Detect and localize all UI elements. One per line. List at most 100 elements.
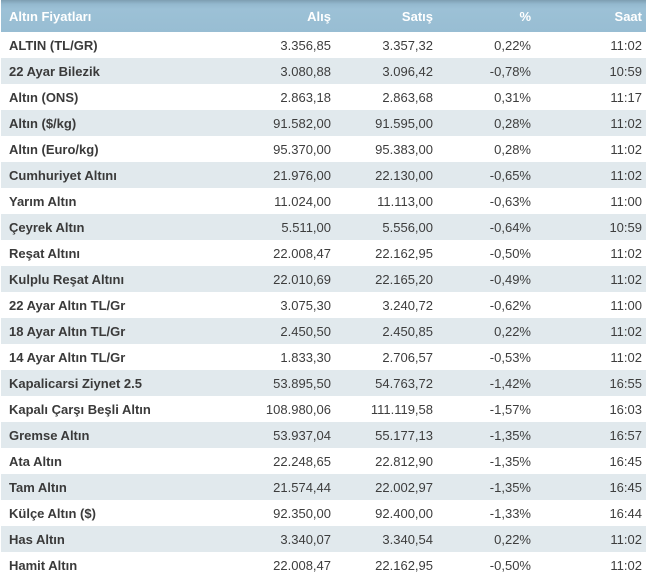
sell-price-cell: 22.002,97 (375, 479, 433, 495)
update-time-cell: 11:02 (610, 271, 642, 287)
table-row[interactable]: Külçe Altın ($) 92.350,00 92.400,00 -1,33% 1… (1, 500, 646, 526)
instrument-name-cell: Tam Altın (9, 479, 67, 495)
column-header-saat: Saat (614, 8, 642, 24)
sell-price-cell: 92.400,00 (375, 505, 433, 521)
table-row[interactable]: Kapalı Çarşı Beşli Altın 108.980,06 111.11… (1, 396, 646, 422)
change-percent-cell: -1,35% (489, 453, 531, 469)
update-time-cell: 16:03 (609, 401, 642, 417)
table-row[interactable]: Altın (ONS) 2.863,18 2.863,68 0,31% 11:17 (1, 84, 646, 110)
buy-price-cell: 1.833,30 (280, 349, 331, 365)
table-row[interactable]: Altın ($/kg) 91.582,00 91.595,00 0,28% 11:02 (1, 110, 646, 136)
table-row[interactable]: Ata Altın 22.248,65 22.812,90 -1,35% 16:45 (1, 448, 646, 474)
update-time-cell: 11:17 (610, 89, 642, 105)
instrument-name-cell: Ata Altın (9, 453, 62, 469)
change-percent-cell: 0,31% (494, 89, 531, 105)
update-time-cell: 11:02 (610, 141, 642, 157)
change-percent-cell: -0,78% (489, 63, 531, 79)
change-percent-cell: -0,62% (489, 297, 531, 313)
buy-price-cell: 91.582,00 (273, 115, 331, 131)
column-header-percent: % (519, 8, 531, 24)
sell-price-cell: 55.177,13 (375, 427, 433, 443)
sell-price-cell: 3.096,42 (382, 63, 433, 79)
buy-price-cell: 21.574,44 (273, 479, 331, 495)
table-row[interactable]: Gremse Altın 53.937,04 55.177,13 -1,35% 16:5… (1, 422, 646, 448)
sell-price-cell: 11.113,00 (377, 193, 433, 209)
buy-price-cell: 92.350,00 (273, 505, 331, 521)
change-percent-cell: -1,35% (489, 427, 531, 443)
update-time-cell: 11:02 (610, 349, 642, 365)
table-row[interactable]: Has Altın 3.340,07 3.340,54 0,22% 11:02 (1, 526, 646, 552)
change-percent-cell: -0,50% (489, 557, 531, 573)
instrument-name-cell: Has Altın (9, 531, 65, 547)
buy-price-cell: 53.895,50 (273, 375, 331, 391)
table-row[interactable]: Kulplu Reşat Altını 22.010,69 22.165,20 -0,… (1, 266, 646, 292)
buy-price-cell: 2.863,18 (280, 89, 331, 105)
change-percent-cell: -0,65% (489, 167, 531, 183)
instrument-name-cell: Gremse Altın (9, 427, 90, 443)
table-row[interactable]: 14 Ayar Altın TL/Gr 1.833,30 2.706,57 -0,53… (1, 344, 646, 370)
buy-price-cell: 21.976,00 (273, 167, 331, 183)
sell-price-cell: 2.863,68 (382, 89, 433, 105)
sell-price-cell: 22.162,95 (375, 557, 433, 573)
table-row[interactable]: Çeyrek Altın 5.511,00 5.556,00 -0,64% 10:59 (1, 214, 646, 240)
instrument-name-cell: ALTIN (TL/GR) (9, 37, 98, 53)
table-row[interactable]: Tam Altın 21.574,44 22.002,97 -1,35% 16:45 (1, 474, 646, 500)
change-percent-cell: 0,22% (494, 37, 531, 53)
table-body: ALTIN (TL/GR) 3.356,85 3.357,32 0,22% 11:02 2… (1, 32, 646, 578)
buy-price-cell: 3.080,88 (280, 63, 331, 79)
change-percent-cell: -0,50% (489, 245, 531, 261)
buy-price-cell: 3.075,30 (280, 297, 331, 313)
instrument-name-cell: Külçe Altın ($) (9, 505, 96, 521)
update-time-cell: 11:02 (610, 115, 642, 131)
change-percent-cell: 0,28% (494, 115, 531, 131)
update-time-cell: 11:02 (610, 531, 642, 547)
change-percent-cell: 0,28% (494, 141, 531, 157)
update-time-cell: 11:02 (610, 167, 642, 183)
update-time-cell: 11:00 (610, 193, 642, 209)
update-time-cell: 16:45 (609, 479, 642, 495)
update-time-cell: 11:00 (610, 297, 642, 313)
update-time-cell: 16:55 (609, 375, 642, 391)
update-time-cell: 10:59 (609, 63, 642, 79)
table-row[interactable]: Yarım Altın 11.024,00 11.113,00 -0,63% 11:00 (1, 188, 646, 214)
instrument-name-cell: Kulplu Reşat Altını (9, 271, 125, 287)
table-row[interactable]: Kapalicarsi Ziynet 2.5 53.895,50 54.763,72… (1, 370, 646, 396)
change-percent-cell: -1,57% (489, 401, 531, 417)
instrument-name-cell: 18 Ayar Altın TL/Gr (9, 323, 126, 339)
table-row[interactable]: 22 Ayar Bilezik 3.080,88 3.096,42 -0,78% 10:… (1, 58, 646, 84)
change-percent-cell: -0,53% (489, 349, 531, 365)
sell-price-cell: 2.450,85 (382, 323, 433, 339)
buy-price-cell: 22.008,47 (273, 245, 331, 261)
table-row[interactable]: 18 Ayar Altın TL/Gr 2.450,50 2.450,85 0,22%… (1, 318, 646, 344)
change-percent-cell: 0,22% (494, 323, 531, 339)
buy-price-cell: 3.340,07 (280, 531, 331, 547)
sell-price-cell: 95.383,00 (375, 141, 433, 157)
sell-price-cell: 3.340,54 (382, 531, 433, 547)
instrument-name-cell: Çeyrek Altın (9, 219, 85, 235)
buy-price-cell: 11.024,00 (274, 193, 331, 209)
table-row[interactable]: ALTIN (TL/GR) 3.356,85 3.357,32 0,22% 11:02 (1, 32, 646, 58)
sell-price-cell: 91.595,00 (375, 115, 433, 131)
update-time-cell: 11:02 (610, 557, 642, 573)
update-time-cell: 16:44 (609, 505, 642, 521)
update-time-cell: 11:02 (610, 323, 642, 339)
instrument-name-cell: 22 Ayar Altın TL/Gr (9, 297, 126, 313)
buy-price-cell: 108.980,06 (265, 401, 331, 417)
table-row[interactable]: Cumhuriyet Altını 21.976,00 22.130,00 -0,65… (1, 162, 646, 188)
table-row[interactable]: Hamit Altın 22.008,47 22.162,95 -0,50% 11:02 (1, 552, 646, 578)
update-time-cell: 11:02 (610, 245, 642, 261)
sell-price-cell: 22.165,20 (375, 271, 433, 287)
instrument-name-cell: Altın (Euro/kg) (9, 141, 99, 157)
change-percent-cell: -1,42% (489, 375, 531, 391)
instrument-name-cell: 22 Ayar Bilezik (9, 63, 100, 79)
table-row[interactable]: 22 Ayar Altın TL/Gr 3.075,30 3.240,72 -0,62… (1, 292, 646, 318)
instrument-name-cell: Altın ($/kg) (9, 115, 77, 131)
update-time-cell: 11:02 (610, 37, 642, 53)
table-row[interactable]: Reşat Altını 22.008,47 22.162,95 -0,50% 11:0… (1, 240, 646, 266)
sell-price-cell: 22.130,00 (375, 167, 433, 183)
sell-price-cell: 54.763,72 (375, 375, 433, 391)
instrument-name-cell: Kapalı Çarşı Beşli Altın (9, 401, 151, 417)
table-row[interactable]: Altın (Euro/kg) 95.370,00 95.383,00 0,28% 11… (1, 136, 646, 162)
